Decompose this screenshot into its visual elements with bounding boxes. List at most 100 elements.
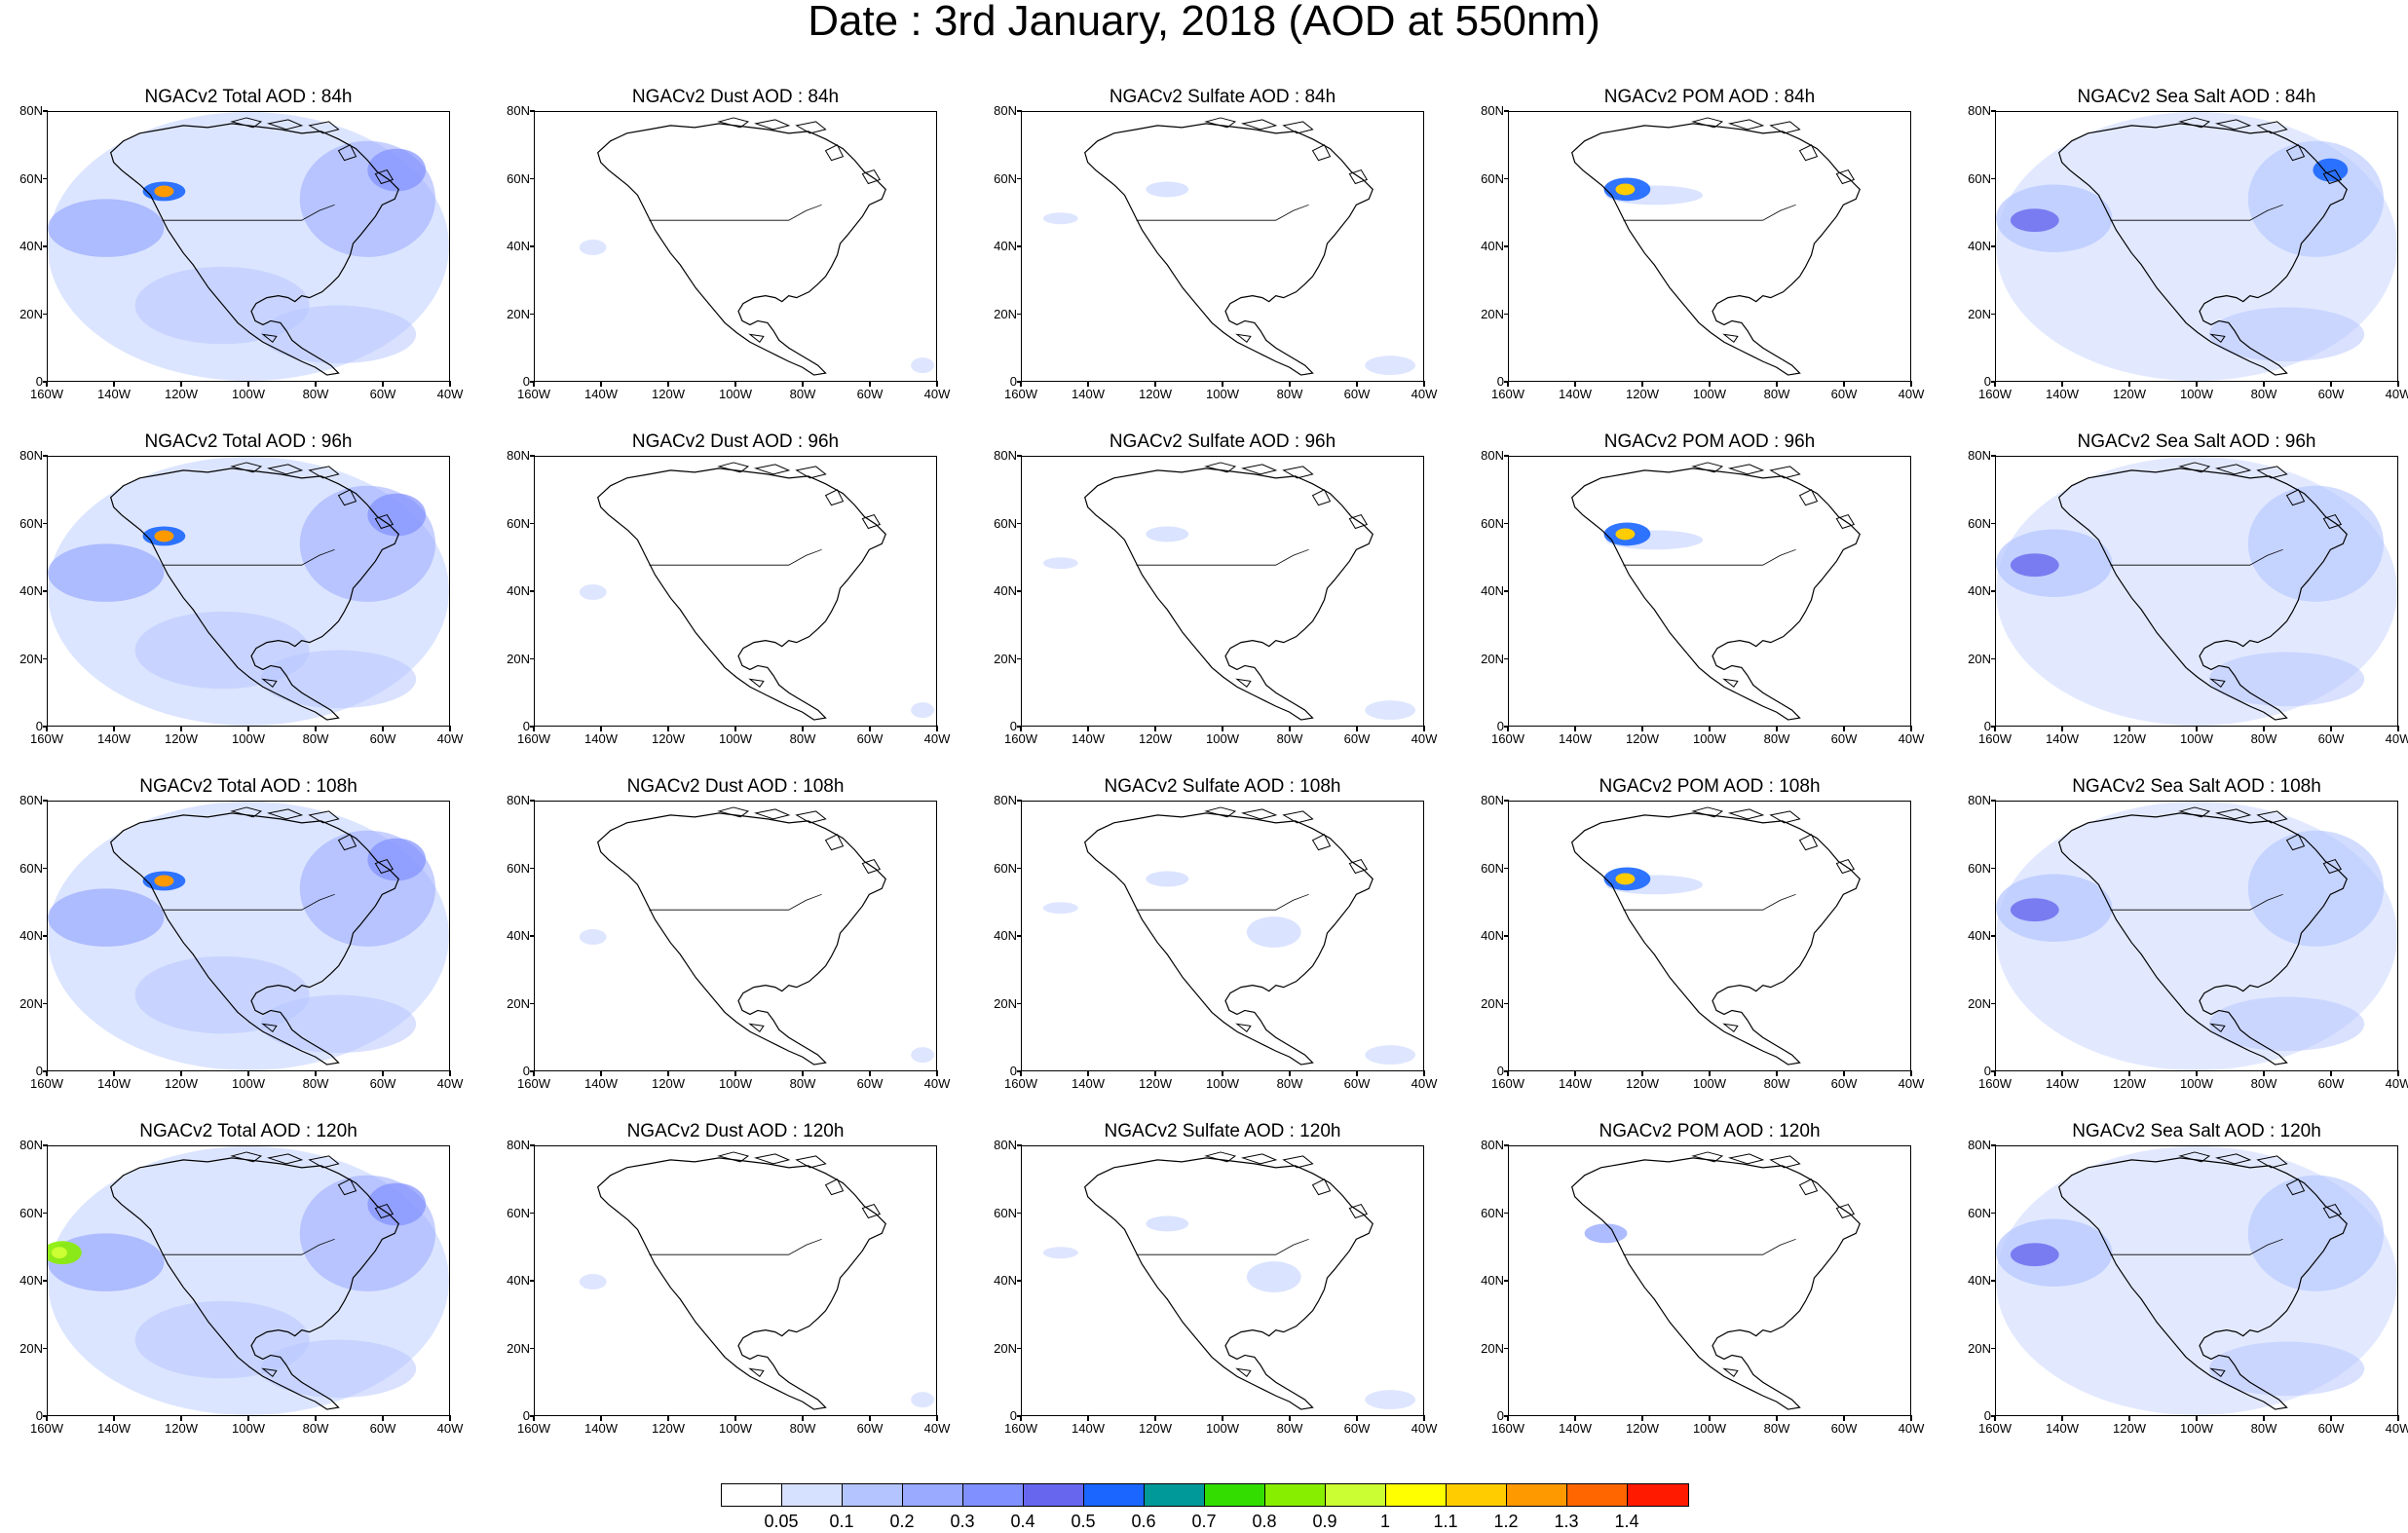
- coastline: [597, 123, 886, 376]
- lat-label: 40N: [1481, 583, 1504, 598]
- aod-field-patch: [1042, 212, 1078, 225]
- island: [308, 121, 340, 134]
- lon-label: 120W: [652, 1421, 685, 1436]
- us-canada-border: [162, 548, 335, 566]
- lon-tick: [46, 726, 48, 731]
- lon-tick: [1507, 1070, 1509, 1076]
- lat-label: 0: [522, 1408, 530, 1423]
- lat-tick: [43, 867, 48, 870]
- coastline: [1084, 123, 1373, 376]
- lat-tick: [43, 313, 48, 316]
- colorbar-swatch: [843, 1484, 903, 1506]
- island: [1311, 144, 1332, 162]
- lon-label: 100W: [1206, 387, 1239, 401]
- lat-tick: [1017, 455, 1022, 457]
- lon-tick: [533, 726, 535, 731]
- lon-tick: [46, 1070, 48, 1076]
- lon-tick: [1994, 726, 1996, 731]
- lon-label: 40W: [2385, 1421, 2408, 1436]
- lon-tick: [1641, 726, 1643, 731]
- panel-title: NGACv2 Dust AOD : 96h: [631, 431, 840, 452]
- lon-tick: [734, 1070, 736, 1076]
- aod-field-patch: [1146, 526, 1189, 542]
- lon-label: 40W: [436, 1421, 464, 1436]
- lat-tick: [1504, 1212, 1509, 1215]
- map-panel: NGACv2 POM AOD : 120h 80N 60N 40N 20N 0 160W 14…: [1461, 1121, 1924, 1455]
- lat-tick: [1017, 867, 1022, 870]
- island: [1769, 810, 1801, 824]
- lon-tick: [2128, 381, 2130, 387]
- lon-tick: [2263, 1415, 2265, 1421]
- lon-label: 140W: [1559, 1076, 1592, 1091]
- lat-tick: [1991, 1002, 1996, 1005]
- colorbar-label: 0.1: [829, 1512, 854, 1531]
- aod-field-patch: [1146, 871, 1189, 887]
- aod-field-patch: [367, 148, 427, 192]
- island: [861, 513, 882, 530]
- lon-label: 120W: [165, 1421, 198, 1436]
- lat-label: 20N: [19, 995, 43, 1011]
- island: [261, 678, 278, 689]
- aod-field-patch: [367, 838, 427, 881]
- map-panel: NGACv2 Sulfate AOD : 84h 80N 60N 40N 20N 0 160…: [974, 88, 1437, 421]
- island: [1240, 1153, 1278, 1165]
- lon-tick: [1994, 381, 1996, 387]
- lon-tick: [1222, 381, 1223, 387]
- lat-label: 0: [522, 719, 530, 733]
- lon-label: 140W: [1559, 1421, 1592, 1436]
- island: [2178, 117, 2211, 129]
- lon-tick: [1709, 1070, 1711, 1076]
- lon-tick: [1289, 1415, 1291, 1421]
- lat-tick: [43, 657, 48, 660]
- island: [2178, 806, 2211, 818]
- island: [1235, 333, 1252, 344]
- lon-tick: [1910, 726, 1912, 731]
- lon-label: 140W: [584, 1421, 618, 1436]
- lon-tick: [936, 1415, 938, 1421]
- panel-title: NGACv2 POM AOD : 120h: [1599, 1121, 1821, 1141]
- island: [753, 464, 791, 475]
- coastline: [597, 467, 886, 721]
- aod-field-patch: [2010, 898, 2059, 922]
- lon-label: 120W: [2113, 1076, 2146, 1091]
- lat-label: 20N: [507, 995, 530, 1011]
- lon-label: 40W: [923, 1076, 951, 1091]
- island: [717, 462, 750, 473]
- colorbar-label: 0.2: [889, 1512, 915, 1531]
- lat-tick: [530, 590, 535, 592]
- lon-label: 140W: [97, 1421, 131, 1436]
- lat-label: 20N: [19, 306, 43, 321]
- aod-field-patch: [2010, 208, 2059, 233]
- lon-label: 120W: [652, 387, 685, 401]
- lon-tick: [667, 1415, 669, 1421]
- lon-label: 120W: [2113, 387, 2146, 401]
- lon-tick: [802, 381, 804, 387]
- island: [1835, 858, 1856, 875]
- lon-label: 100W: [232, 387, 265, 401]
- lon-label: 80W: [789, 1421, 816, 1436]
- lon-tick: [113, 1070, 115, 1076]
- island: [1835, 1203, 1856, 1219]
- lon-label: 40W: [923, 731, 951, 746]
- panel-title: NGACv2 Total AOD : 96h: [144, 431, 353, 452]
- lon-tick: [1356, 381, 1358, 387]
- colorbar-swatch: [1145, 1484, 1205, 1506]
- lat-label: 40N: [994, 1273, 1017, 1288]
- lon-label: 40W: [436, 731, 464, 746]
- island: [1240, 464, 1278, 475]
- coastline: [1571, 467, 1861, 721]
- coastline: [1571, 1157, 1861, 1410]
- lat-tick: [43, 800, 48, 802]
- lat-tick: [1991, 110, 1996, 112]
- lat-label: 40N: [19, 1273, 43, 1288]
- lon-label: 40W: [1898, 1421, 1925, 1436]
- colorbar-swatch: [1205, 1484, 1265, 1506]
- lon-tick: [382, 1070, 384, 1076]
- us-canada-border: [2110, 548, 2283, 566]
- lon-label: 160W: [30, 387, 63, 401]
- lon-tick: [1641, 1415, 1643, 1421]
- lat-label: 0: [35, 374, 43, 389]
- map-area: [1995, 456, 2398, 727]
- island: [261, 333, 278, 344]
- lat-label: 20N: [994, 306, 1017, 321]
